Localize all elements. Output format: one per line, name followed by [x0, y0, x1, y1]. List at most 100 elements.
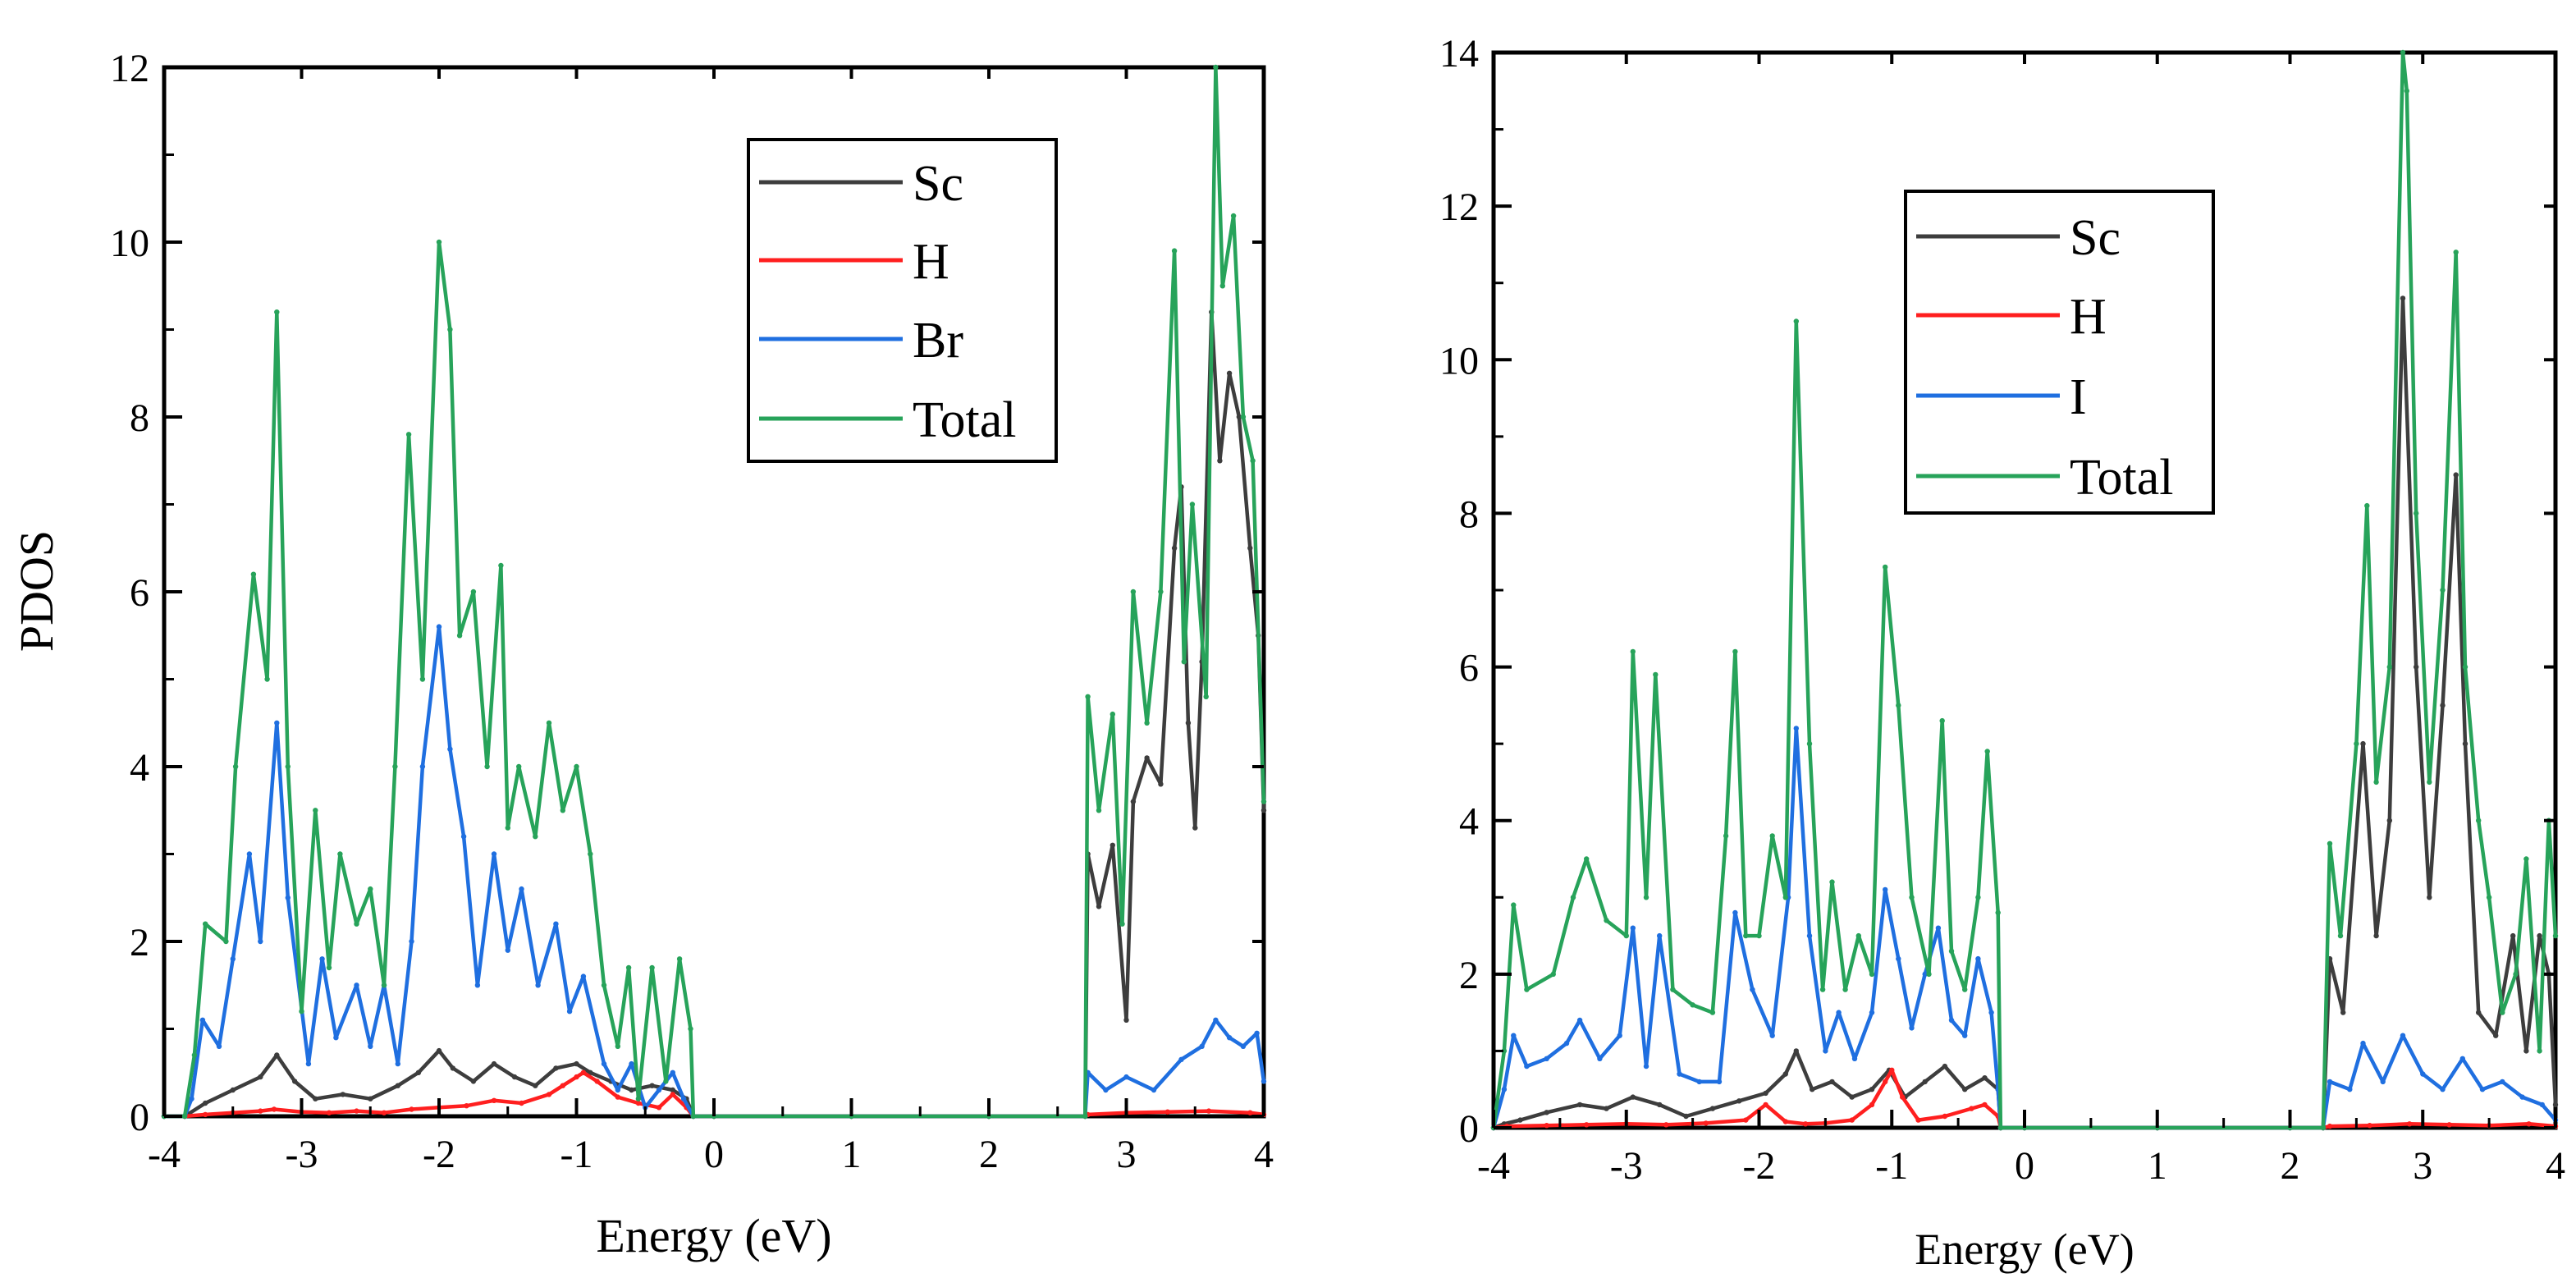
data-point-h	[1164, 1109, 1171, 1115]
data-point-total	[1261, 799, 1267, 804]
data-point-br	[656, 1087, 662, 1093]
data-point-total	[2364, 502, 2370, 509]
data-point-h	[409, 1106, 414, 1112]
data-point-br	[1240, 1043, 1247, 1050]
data-point-sc	[436, 1047, 442, 1054]
data-point-i	[1922, 971, 1928, 978]
data-point-i	[1988, 1010, 1994, 1015]
series-sc	[161, 309, 1267, 1120]
data-point-br	[460, 834, 467, 840]
data-point-total	[663, 1079, 669, 1084]
data-point-total	[1171, 248, 1178, 254]
data-point-h	[2526, 1121, 2532, 1127]
data-point-br	[553, 921, 559, 927]
data-point-h	[491, 1097, 497, 1104]
data-point-i	[2420, 1071, 2426, 1077]
data-point-total	[1995, 909, 2001, 916]
data-point-total	[2486, 895, 2492, 900]
data-point-br	[436, 624, 442, 630]
data-point-total	[1806, 740, 1813, 747]
data-point-br	[285, 895, 291, 901]
data-point-total	[447, 327, 453, 332]
y-tick-label: 12	[110, 47, 149, 90]
data-point-sc	[291, 1079, 298, 1084]
data-point-sc	[1123, 1017, 1129, 1024]
data-point-i	[1869, 1010, 1875, 1015]
data-point-br	[1226, 1035, 1233, 1041]
data-point-sc	[2523, 1048, 2529, 1054]
data-point-total	[1230, 213, 1237, 219]
data-point-total	[1604, 918, 1609, 923]
data-point-h	[580, 1069, 587, 1076]
data-point-sc	[470, 1079, 477, 1084]
data-point-i	[1823, 1048, 1828, 1054]
data-point-total	[1732, 648, 1738, 655]
data-point-sc	[2476, 1010, 2482, 1015]
legend-item-h: H	[1916, 289, 2107, 345]
data-point-total	[1511, 902, 1517, 908]
data-point-h	[381, 1110, 387, 1115]
data-point-sc	[574, 1060, 579, 1067]
data-point-total	[1793, 318, 1799, 324]
y-tick-label: 8	[130, 396, 149, 440]
data-point-total	[419, 676, 426, 682]
series-layer	[161, 64, 1267, 1120]
data-point-sc	[340, 1092, 345, 1097]
data-point-sc	[2373, 932, 2379, 939]
data-point-total	[250, 571, 257, 577]
data-point-br	[1261, 1079, 1267, 1084]
data-point-i	[1806, 932, 1813, 939]
data-point-sc	[670, 1087, 675, 1093]
data-point-br	[1199, 1043, 1205, 1050]
data-point-total	[1119, 921, 1125, 927]
data-point-i	[1851, 1056, 1858, 1062]
data-point-i	[1935, 925, 1942, 931]
data-point-h	[1247, 1110, 1253, 1115]
data-point-br	[1103, 1087, 1109, 1093]
data-point-sc	[1604, 1106, 1609, 1111]
data-point-total	[1643, 895, 1649, 900]
data-point-total	[533, 834, 538, 840]
data-point-total	[337, 851, 343, 857]
data-point-sc	[1922, 1079, 1928, 1085]
series-line-sc	[1493, 296, 2558, 1130]
legend-item-sc: Sc	[1916, 210, 2121, 266]
data-point-br	[680, 1096, 687, 1102]
y-tick-label: 8	[1459, 492, 1479, 536]
data-point-br	[305, 1060, 312, 1067]
data-point-br	[1123, 1074, 1129, 1080]
data-point-total	[436, 239, 442, 245]
data-point-h	[2367, 1123, 2372, 1129]
data-point-total	[588, 851, 593, 857]
data-point-h	[594, 1079, 600, 1084]
data-point-h	[1206, 1108, 1212, 1114]
data-point-total	[1096, 808, 1102, 813]
data-point-total	[1110, 711, 1116, 717]
data-point-sc	[2493, 1033, 2499, 1038]
data-point-total	[2513, 971, 2519, 978]
data-point-total	[392, 763, 398, 770]
data-point-total	[1709, 1010, 1716, 1015]
data-point-br	[566, 1009, 573, 1014]
data-point-total	[2500, 1010, 2505, 1015]
data-point-i	[1597, 1056, 1603, 1062]
data-point-i	[1524, 1063, 1530, 1069]
legend-item-total: Total	[759, 392, 1017, 448]
data-point-i	[2400, 1033, 2406, 1038]
series-line-sc	[164, 309, 1266, 1119]
data-point-i	[1769, 1033, 1775, 1038]
legend: Sc H I Total	[1904, 190, 2215, 515]
data-point-total	[2320, 1124, 2327, 1131]
data-point-i	[2360, 1040, 2366, 1047]
series-layer	[1490, 49, 2559, 1131]
data-point-br	[319, 956, 325, 962]
data-point-sc	[1517, 1117, 1523, 1123]
data-point-i	[1750, 987, 1755, 992]
data-point-h	[1663, 1122, 1669, 1128]
y-tick-label: 6	[1459, 647, 1479, 690]
x-tick-label: -1	[560, 1133, 593, 1176]
data-point-br	[1254, 1030, 1260, 1037]
data-point-sc	[1192, 825, 1198, 831]
data-point-h	[1782, 1119, 1788, 1124]
